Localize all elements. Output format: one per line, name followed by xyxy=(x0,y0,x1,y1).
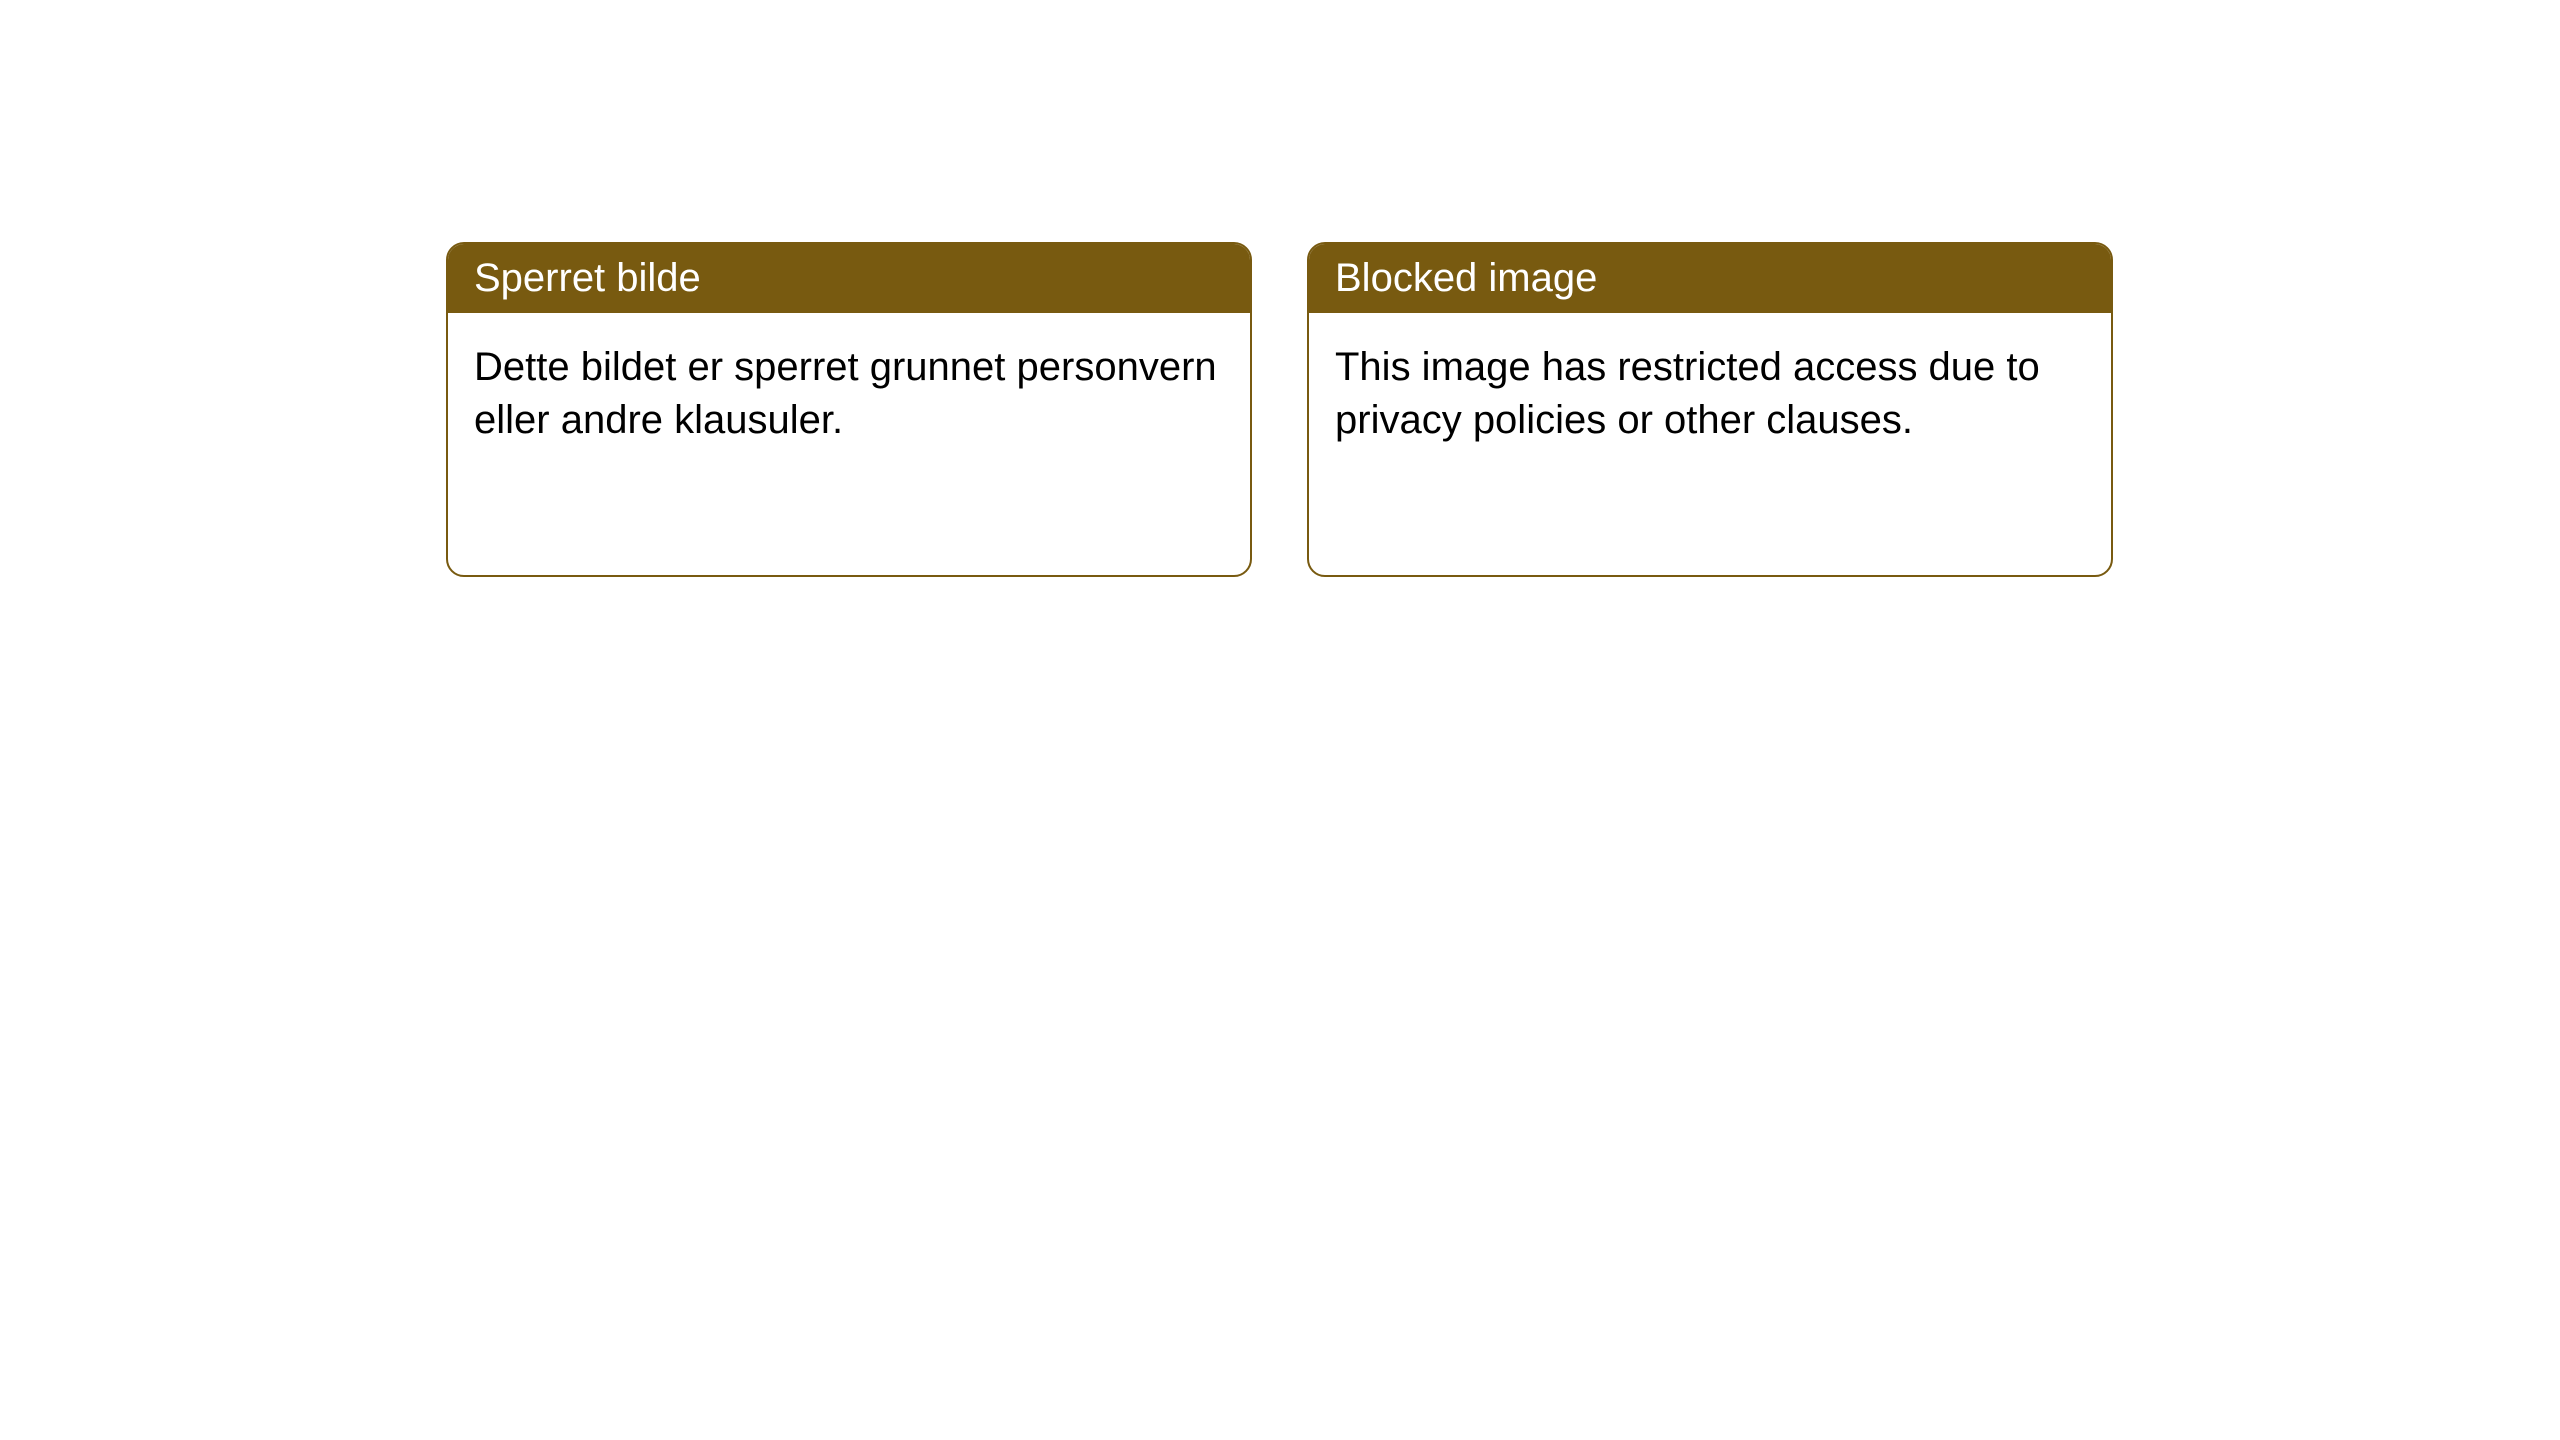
notice-text: Dette bildet er sperret grunnet personve… xyxy=(474,345,1217,442)
notice-card-english: Blocked image This image has restricted … xyxy=(1307,242,2113,577)
notice-card-norwegian: Sperret bilde Dette bildet er sperret gr… xyxy=(446,242,1252,577)
notice-header: Sperret bilde xyxy=(448,244,1250,313)
notice-text: This image has restricted access due to … xyxy=(1335,345,2040,442)
notice-title: Blocked image xyxy=(1335,256,1597,300)
notice-title: Sperret bilde xyxy=(474,256,701,300)
notice-header: Blocked image xyxy=(1309,244,2111,313)
notice-body: Dette bildet er sperret grunnet personve… xyxy=(448,313,1250,475)
notice-container: Sperret bilde Dette bildet er sperret gr… xyxy=(0,0,2560,577)
notice-body: This image has restricted access due to … xyxy=(1309,313,2111,475)
